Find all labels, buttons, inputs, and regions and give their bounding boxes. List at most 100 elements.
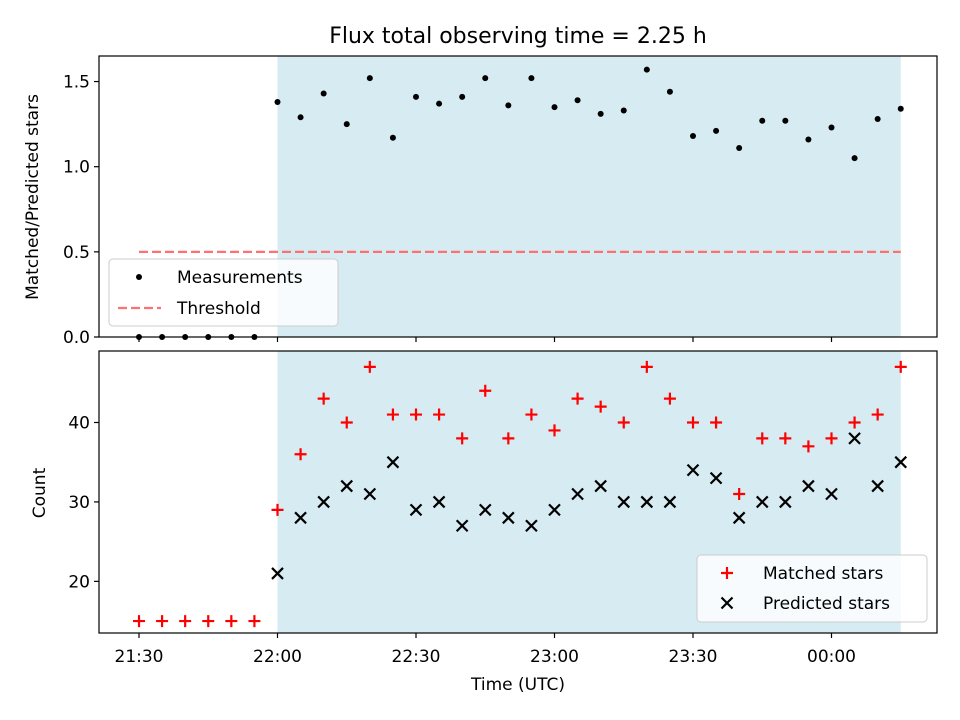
x-tick-label: 21:30: [115, 647, 164, 667]
measurement-point: [736, 144, 743, 151]
predicted-star-marker: [478, 503, 492, 517]
matched-star-marker: [248, 615, 261, 628]
matched-star-marker: [271, 503, 284, 516]
legend-measurement-swatch: [136, 274, 142, 280]
measurement-point: [620, 107, 627, 114]
matched-star-marker: [317, 392, 330, 405]
predicted-star-marker: [502, 511, 515, 525]
predicted-star-marker: [294, 511, 307, 525]
matched-star-marker: [433, 408, 446, 421]
y-tick-label: 1.5: [63, 73, 90, 93]
matched-star-marker: [825, 432, 838, 445]
matched-star-marker: [340, 416, 353, 429]
measurement-point: [713, 127, 720, 134]
x-tick-label: 23:00: [530, 647, 579, 667]
predicted-star-marker: [825, 487, 838, 501]
matched-star-marker: [363, 360, 376, 373]
matched-star-marker: [225, 615, 238, 628]
matched-star-marker: [525, 408, 538, 421]
matched-star-marker: [594, 400, 607, 413]
matched-star-marker: [802, 440, 815, 453]
top-panel: 0.0 0.5 1.0 1.5 Matched/Predicted stars Mea…: [23, 55, 938, 348]
matched-star-marker: [179, 615, 192, 628]
matched-star-marker: [386, 408, 399, 421]
measurement-point: [320, 90, 327, 97]
predicted-star-marker: [271, 567, 284, 580]
y-tick-label: 0.0: [63, 328, 90, 348]
x-tick-label: 00:00: [807, 647, 856, 667]
measurement-point: [874, 116, 881, 123]
x-tick-label: 22:30: [392, 647, 441, 667]
predicted-star-marker: [686, 463, 700, 477]
measurement-point: [759, 117, 766, 124]
legend-matched-label: Matched stars: [763, 564, 883, 584]
measurement-point: [551, 104, 558, 111]
matched-star-marker: [156, 615, 169, 628]
predicted-star-marker: [317, 495, 330, 509]
x-axis-label: Time (UTC): [470, 675, 565, 695]
legend-matched-swatch: [721, 567, 733, 579]
predicted-star-marker: [663, 495, 677, 509]
measurement-point: [528, 75, 535, 82]
measurement-point: [297, 114, 304, 121]
predicted-star-marker: [386, 455, 400, 469]
top-axes-frame: [98, 55, 938, 338]
bottom-axes-frame: [98, 350, 938, 634]
matched-star-marker: [733, 487, 746, 500]
matched-star-marker: [202, 615, 215, 628]
matched-star-marker: [756, 432, 769, 445]
measurement-point: [274, 98, 281, 105]
measurement-point: [343, 121, 350, 128]
measurement-point: [459, 93, 466, 100]
matched-star-marker: [848, 416, 861, 429]
legend-predicted-label: Predicted stars: [763, 594, 890, 614]
predicted-star-marker: [340, 479, 354, 493]
matched-star-marker: [502, 432, 515, 445]
matched-star-marker: [617, 416, 630, 429]
predicted-star-marker: [571, 487, 584, 501]
measurement-point: [597, 110, 604, 117]
predicted-star-marker: [894, 455, 908, 469]
matched-star-marker: [871, 408, 884, 421]
measurement-point: [666, 88, 673, 95]
matched-star-marker: [663, 392, 676, 405]
matched-star-marker: [779, 432, 792, 445]
predicted-star-marker: [455, 519, 469, 533]
x-tick-label: 23:30: [669, 647, 718, 667]
top-y-axis-label: Matched/Predicted stars: [23, 94, 43, 300]
predicted-star-marker: [709, 471, 723, 485]
matched-star-marker: [479, 384, 492, 397]
legend-predicted-swatch: [720, 596, 734, 610]
measurement-point: [574, 97, 581, 104]
predicted-star-marker: [594, 479, 607, 493]
matched-star-marker: [571, 392, 584, 405]
measurement-point: [897, 105, 904, 112]
y-tick-label: 30: [68, 493, 90, 513]
predicted-star-marker: [871, 479, 884, 493]
predicted-star-marker: [548, 503, 561, 517]
measurement-point: [505, 102, 512, 109]
y-tick-label: 20: [68, 572, 90, 592]
bottom-legend-box: [696, 554, 928, 623]
matched-star-marker: [456, 432, 469, 445]
measurement-point: [389, 134, 396, 141]
legend-measurements-label: Measurements: [177, 268, 303, 288]
observing-window-shade: [277, 56, 901, 337]
measurement-point: [436, 100, 443, 107]
predicted-star-marker: [755, 495, 769, 509]
measurement-point: [690, 133, 696, 140]
bottom-y-axis-label: Count: [30, 467, 50, 518]
predicted-star-marker: [525, 519, 538, 533]
top-legend-box: [108, 258, 339, 327]
predicted-star-marker: [802, 479, 815, 493]
predicted-star-marker: [363, 487, 377, 501]
matched-star-marker: [894, 360, 907, 373]
measurement-point: [782, 117, 789, 124]
predicted-star-marker: [848, 432, 861, 445]
y-tick-label: 40: [68, 413, 90, 433]
matched-star-marker: [548, 424, 561, 437]
measurement-point: [482, 75, 489, 82]
y-tick-label: 1.0: [63, 158, 90, 178]
matched-star-marker: [133, 615, 145, 628]
